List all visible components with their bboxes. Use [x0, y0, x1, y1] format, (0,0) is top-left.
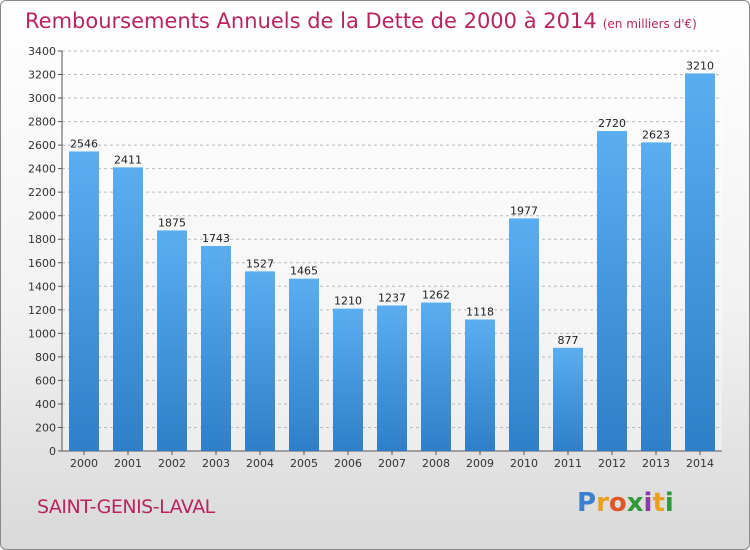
- chart-title-text: Remboursements Annuels de la Dette de 20…: [25, 9, 597, 33]
- bar: [597, 131, 627, 451]
- x-tick-label: 2003: [202, 457, 230, 470]
- bar: [157, 230, 187, 451]
- bar-value-label: 1118: [466, 305, 494, 318]
- x-tick-label: 2012: [598, 457, 626, 470]
- x-tick-label: 2010: [510, 457, 538, 470]
- bar: [641, 142, 671, 452]
- bar: [553, 347, 583, 451]
- bar: [69, 151, 99, 451]
- bar: [333, 308, 363, 451]
- y-tick-label: 600: [35, 374, 56, 387]
- bar-value-label: 877: [558, 334, 579, 347]
- y-tick-label: 0: [49, 445, 56, 458]
- x-tick-label: 2000: [70, 457, 98, 470]
- bar-value-label: 2720: [598, 117, 626, 130]
- bar-value-label: 1262: [422, 289, 450, 302]
- logo-letter: x: [626, 488, 644, 518]
- y-tick-label: 1800: [28, 233, 56, 246]
- x-tick-label: 2005: [290, 457, 318, 470]
- y-tick-label: 1400: [28, 280, 56, 293]
- chart-unit: (en milliers d'€): [602, 17, 697, 31]
- bar-value-label: 1210: [334, 295, 362, 308]
- logo-letter: t: [652, 488, 665, 518]
- y-tick-label: 2400: [28, 163, 56, 176]
- proxiti-logo: Proxiti: [577, 488, 674, 518]
- bar: [201, 245, 231, 451]
- bar: [685, 73, 715, 452]
- x-tick-label: 2014: [686, 457, 714, 470]
- x-tick-label: 2006: [334, 457, 362, 470]
- x-tick-label: 2008: [422, 457, 450, 470]
- y-tick-label: 1600: [28, 257, 56, 270]
- x-tick-label: 2002: [158, 457, 186, 470]
- x-tick-label: 2001: [114, 457, 142, 470]
- logo-letter: r: [596, 488, 609, 518]
- bar: [113, 167, 143, 451]
- logo-letter: i: [643, 488, 653, 518]
- x-tick-label: 2004: [246, 457, 274, 470]
- logo-letter: P: [577, 488, 597, 518]
- bar: [465, 319, 495, 451]
- y-tick-label: 2000: [28, 210, 56, 223]
- y-tick-label: 3400: [28, 45, 56, 58]
- bar: [245, 271, 275, 451]
- bar-value-label: 1743: [202, 232, 230, 245]
- y-tick-label: 2200: [28, 186, 56, 199]
- bar-value-label: 1977: [510, 204, 538, 217]
- y-tick-label: 800: [35, 351, 56, 364]
- bar-value-label: 2411: [114, 153, 142, 166]
- x-tick-label: 2011: [554, 457, 582, 470]
- y-tick-label: 2800: [28, 116, 56, 129]
- x-tick-label: 2013: [642, 457, 670, 470]
- y-tick-label: 200: [35, 421, 56, 434]
- bar-value-label: 2546: [70, 137, 98, 150]
- y-tick-label: 2600: [28, 139, 56, 152]
- x-tick-label: 2009: [466, 457, 494, 470]
- bar: [289, 278, 319, 451]
- bar-value-label: 1465: [290, 265, 318, 278]
- y-tick-label: 1200: [28, 304, 56, 317]
- bar-value-label: 3210: [686, 59, 714, 72]
- logo-letter: o: [608, 488, 627, 518]
- y-tick-label: 400: [35, 398, 56, 411]
- bar: [421, 302, 451, 451]
- chart-title: Remboursements Annuels de la Dette de 20…: [25, 9, 697, 33]
- bar-value-label: 1527: [246, 257, 274, 270]
- y-tick-label: 1000: [28, 327, 56, 340]
- city-name: SAINT-GENIS-LAVAL: [37, 496, 215, 518]
- bar-value-label: 1875: [158, 216, 186, 229]
- bar-value-label: 1237: [378, 291, 406, 304]
- y-tick-label: 3200: [28, 69, 56, 82]
- y-tick-label: 3000: [28, 92, 56, 105]
- logo-letter: i: [664, 488, 674, 518]
- bar: [509, 218, 539, 451]
- x-tick-label: 2007: [378, 457, 406, 470]
- bar-value-label: 2623: [642, 128, 670, 141]
- bar: [377, 305, 407, 451]
